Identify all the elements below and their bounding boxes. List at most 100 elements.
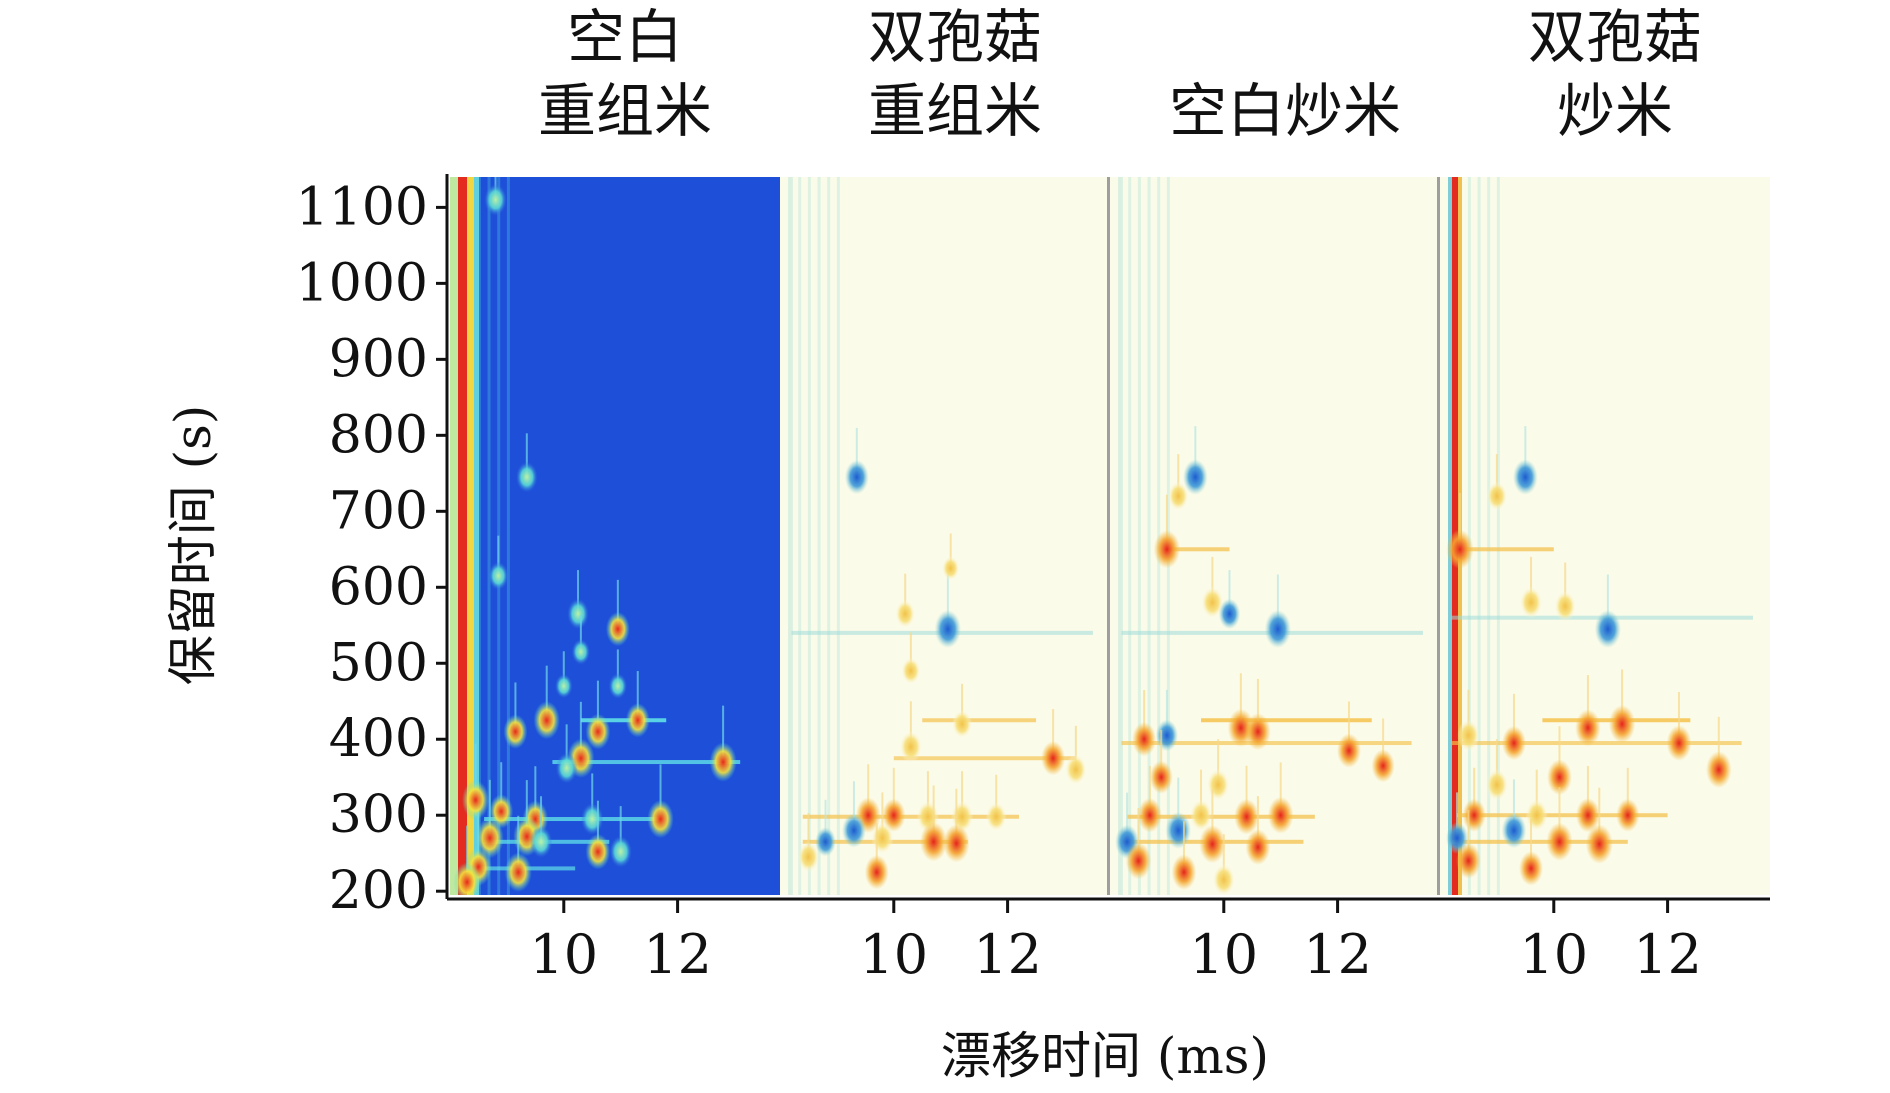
heatmap-peak bbox=[1546, 822, 1573, 861]
peak-tail bbox=[875, 823, 878, 873]
y-tick-label: 1000 bbox=[296, 253, 428, 313]
heatmap-peak bbox=[605, 611, 630, 647]
heatmap-peak bbox=[453, 862, 481, 895]
heatmap-peak bbox=[647, 799, 674, 839]
heatmap-peak bbox=[1212, 863, 1235, 895]
peak-tail bbox=[961, 771, 964, 817]
heatmap-peak bbox=[1512, 459, 1538, 495]
peak-tail bbox=[1194, 426, 1197, 478]
horizontal-streak bbox=[1451, 741, 1742, 746]
peak-tail bbox=[1211, 789, 1214, 845]
peak-tail bbox=[579, 615, 582, 652]
panel-title-line: 炒米 bbox=[1557, 77, 1673, 145]
peak-tail bbox=[1256, 678, 1259, 732]
peak-tail bbox=[596, 680, 599, 732]
x-axis-label: 漂移时间 (ms) bbox=[941, 1027, 1269, 1085]
peak-tail bbox=[534, 766, 537, 820]
peak-tail bbox=[1256, 796, 1259, 848]
background-streak bbox=[477, 177, 481, 895]
rip-halo bbox=[788, 177, 793, 895]
peak-tail bbox=[1126, 792, 1129, 842]
heatmap-peak bbox=[571, 639, 591, 665]
peak-tail bbox=[881, 792, 884, 839]
heatmap-peak bbox=[1462, 798, 1486, 832]
x-tick-label: 10 bbox=[1519, 923, 1588, 986]
panel-3 bbox=[1110, 177, 1440, 895]
rip-column-halo bbox=[474, 177, 479, 895]
heatmap-panels bbox=[445, 174, 1770, 901]
heatmap-peak bbox=[1206, 768, 1230, 801]
peak-tail bbox=[565, 724, 568, 769]
heatmap-peak bbox=[608, 673, 628, 699]
peak-tail bbox=[1211, 556, 1214, 603]
heatmap-peak bbox=[934, 609, 962, 649]
heatmap-peak bbox=[625, 703, 650, 738]
peak-tail bbox=[1222, 834, 1225, 880]
peak-tail bbox=[1530, 556, 1533, 603]
background-streak bbox=[807, 177, 811, 895]
heatmap-peak bbox=[1153, 530, 1181, 569]
heatmap-peak bbox=[1501, 725, 1526, 761]
peak-tail bbox=[1495, 454, 1498, 497]
peak-tail bbox=[659, 764, 662, 820]
heatmap-peak bbox=[1525, 799, 1548, 832]
heatmap-peak bbox=[1137, 798, 1162, 833]
peak-tail bbox=[497, 535, 500, 576]
peak-tail bbox=[1165, 689, 1168, 736]
y-tick-label: 200 bbox=[329, 861, 428, 921]
heatmap-peak bbox=[529, 825, 553, 858]
horizontal-streak bbox=[1201, 718, 1372, 723]
heatmap-peak bbox=[1155, 719, 1179, 752]
background-streak bbox=[1496, 177, 1500, 895]
heatmap-peak bbox=[797, 841, 820, 873]
heatmap-peak bbox=[504, 852, 532, 892]
panel-2 bbox=[780, 177, 1110, 895]
peak-tail bbox=[1524, 426, 1527, 478]
heatmap-peak bbox=[1594, 609, 1622, 649]
heatmap-peak bbox=[1182, 459, 1208, 495]
background-streak bbox=[1147, 177, 1151, 895]
panel-title-line: 双孢菇 bbox=[1528, 3, 1702, 71]
heatmap-peak bbox=[1486, 481, 1508, 511]
heatmap-peak bbox=[1575, 798, 1600, 833]
horizontal-streak bbox=[802, 814, 1019, 819]
peak-tail bbox=[474, 743, 477, 801]
peak-tail bbox=[1276, 574, 1279, 630]
rip-edge bbox=[450, 177, 458, 895]
peak-tail bbox=[961, 683, 964, 725]
peak-tail bbox=[824, 799, 827, 842]
peak-tail bbox=[540, 796, 543, 842]
peak-tail bbox=[1473, 767, 1476, 816]
heatmap-peak bbox=[1446, 529, 1474, 570]
horizontal-streak bbox=[580, 718, 667, 723]
heatmap-peak bbox=[462, 780, 490, 820]
background-streak bbox=[1137, 177, 1141, 895]
y-tick-label: 600 bbox=[329, 557, 428, 617]
x-axis: 10 12 10 12 10 12 10 12 bbox=[529, 899, 1702, 986]
peak-tail bbox=[955, 788, 958, 844]
heatmap-peak bbox=[475, 817, 504, 859]
peak-tail bbox=[1626, 767, 1629, 816]
peak-tail bbox=[616, 649, 619, 687]
horizontal-streak bbox=[1457, 813, 1668, 818]
background-streak bbox=[836, 177, 840, 895]
peak-tail bbox=[466, 825, 469, 883]
peak-tail bbox=[1279, 762, 1282, 816]
heatmap-peak bbox=[952, 709, 973, 739]
heatmap-peak bbox=[985, 802, 1007, 832]
heatmap-peak bbox=[1485, 768, 1509, 801]
peak-tail bbox=[1217, 739, 1220, 785]
heatmap-peak bbox=[484, 183, 507, 216]
heatmap-peak bbox=[1608, 704, 1636, 744]
peak-tail bbox=[577, 570, 580, 614]
peak-tail bbox=[1512, 779, 1515, 831]
horizontal-streak bbox=[484, 817, 661, 822]
peak-tail bbox=[1558, 726, 1561, 778]
heatmap-peak bbox=[841, 813, 866, 848]
peak-tail bbox=[525, 433, 528, 478]
peak-tail bbox=[909, 632, 912, 671]
heatmap-peak bbox=[1125, 842, 1152, 880]
heatmap-peak bbox=[1201, 586, 1224, 619]
peak-tail bbox=[1621, 669, 1624, 725]
